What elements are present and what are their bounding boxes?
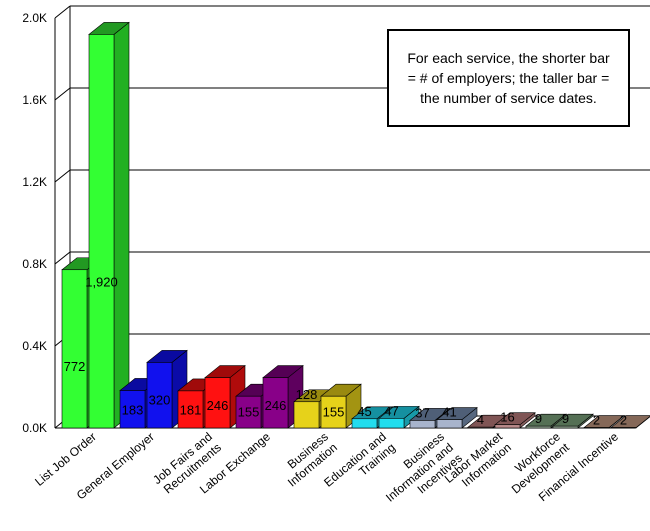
data-label-service-dates: 16 — [500, 410, 514, 425]
data-label-employers: 181 — [180, 403, 202, 418]
x-tick-label: Education andTraining — [321, 430, 398, 501]
y-tick-label: 0.0K — [22, 421, 47, 435]
bar-service-dates-side — [113, 21, 130, 429]
bar-service-dates — [494, 424, 521, 429]
bar-service-dates — [146, 362, 173, 429]
gridline-depth — [54, 87, 71, 101]
data-label-employers: 155 — [238, 405, 260, 420]
chart-note: For each service, the shorter bar = # of… — [387, 29, 630, 127]
bar-employers — [351, 418, 378, 429]
data-label-employers: 772 — [64, 359, 86, 374]
data-label-employers: 37 — [415, 405, 429, 420]
bar-service-dates — [436, 419, 463, 429]
gridline-depth — [54, 5, 71, 19]
bar-employers — [177, 390, 204, 429]
bar-employers — [525, 425, 552, 429]
data-label-service-dates: 155 — [323, 405, 345, 420]
bar-service-dates — [262, 377, 289, 429]
data-label-service-dates: 41 — [442, 405, 456, 420]
y-tick-label: 0.8K — [22, 257, 47, 271]
data-label-service-dates: 246 — [207, 398, 229, 413]
data-label-service-dates: 9 — [562, 411, 569, 426]
bar-employers — [119, 390, 146, 429]
data-label-employers: 45 — [357, 404, 371, 419]
bar-service-dates — [320, 395, 347, 429]
data-label-employers: 2 — [593, 413, 600, 428]
data-label-service-dates: 246 — [265, 398, 287, 413]
y-tick-label: 2.0K — [22, 11, 47, 25]
bar-employers — [467, 426, 494, 429]
data-label-employers: 183 — [122, 402, 144, 417]
y-tick-label: 0.4K — [22, 339, 47, 353]
data-label-employers: 4 — [477, 412, 484, 427]
gridline-depth — [54, 251, 71, 265]
bar-employers — [409, 420, 436, 429]
bar-employers — [235, 395, 262, 429]
data-label-service-dates: 47 — [384, 403, 398, 418]
data-label-employers: 128 — [296, 387, 318, 402]
bar-employers — [61, 269, 88, 429]
y-tick-label: 1.2K — [22, 175, 47, 189]
bar-employers — [293, 401, 320, 429]
data-label-service-dates: 2 — [620, 413, 627, 428]
bar-service-dates — [552, 425, 579, 429]
data-label-service-dates: 320 — [149, 392, 171, 407]
bar-service-dates — [378, 418, 405, 429]
gridline-depth — [54, 169, 71, 183]
bar-service-dates — [204, 377, 231, 429]
data-label-employers: 9 — [535, 411, 542, 426]
bar-service-dates — [88, 34, 115, 429]
chart-note-text: For each service, the shorter bar = # of… — [407, 50, 610, 106]
data-label-service-dates: 1,920 — [85, 274, 118, 289]
y-tick-label: 1.6K — [22, 93, 47, 107]
